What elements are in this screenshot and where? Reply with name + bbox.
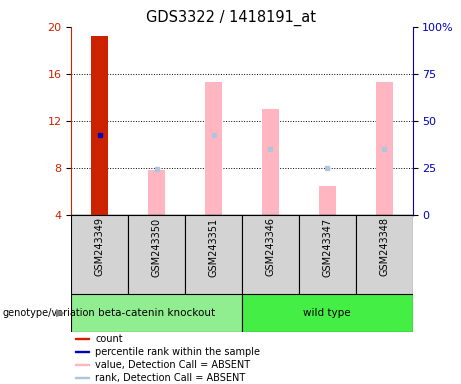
Text: wild type: wild type xyxy=(303,308,351,318)
Text: beta-catenin knockout: beta-catenin knockout xyxy=(98,308,215,318)
Bar xyxy=(71,215,128,294)
Bar xyxy=(128,215,185,294)
Bar xyxy=(75,377,89,378)
Bar xyxy=(262,109,279,215)
Text: GDS3322 / 1418191_at: GDS3322 / 1418191_at xyxy=(146,10,315,26)
Text: GSM243349: GSM243349 xyxy=(95,217,105,276)
Text: GSM243351: GSM243351 xyxy=(208,217,219,276)
Bar xyxy=(376,82,393,215)
Bar xyxy=(356,215,413,294)
Bar xyxy=(205,82,222,215)
Bar xyxy=(75,338,89,339)
Bar xyxy=(319,185,336,215)
Text: GSM243348: GSM243348 xyxy=(379,217,389,276)
Text: count: count xyxy=(95,334,123,344)
Text: percentile rank within the sample: percentile rank within the sample xyxy=(95,347,260,357)
Bar xyxy=(75,351,89,352)
Text: GSM243346: GSM243346 xyxy=(266,217,276,276)
Text: GSM243350: GSM243350 xyxy=(152,217,162,276)
Text: value, Detection Call = ABSENT: value, Detection Call = ABSENT xyxy=(95,359,250,369)
Text: GSM243347: GSM243347 xyxy=(322,217,332,276)
Bar xyxy=(242,215,299,294)
Bar xyxy=(91,36,108,215)
Bar xyxy=(71,294,242,332)
Bar xyxy=(148,170,165,215)
Bar xyxy=(75,364,89,365)
Bar xyxy=(242,294,413,332)
Text: ▶: ▶ xyxy=(56,308,64,318)
Text: genotype/variation: genotype/variation xyxy=(2,308,95,318)
Text: rank, Detection Call = ABSENT: rank, Detection Call = ABSENT xyxy=(95,372,246,382)
Bar xyxy=(299,215,356,294)
Bar xyxy=(185,215,242,294)
